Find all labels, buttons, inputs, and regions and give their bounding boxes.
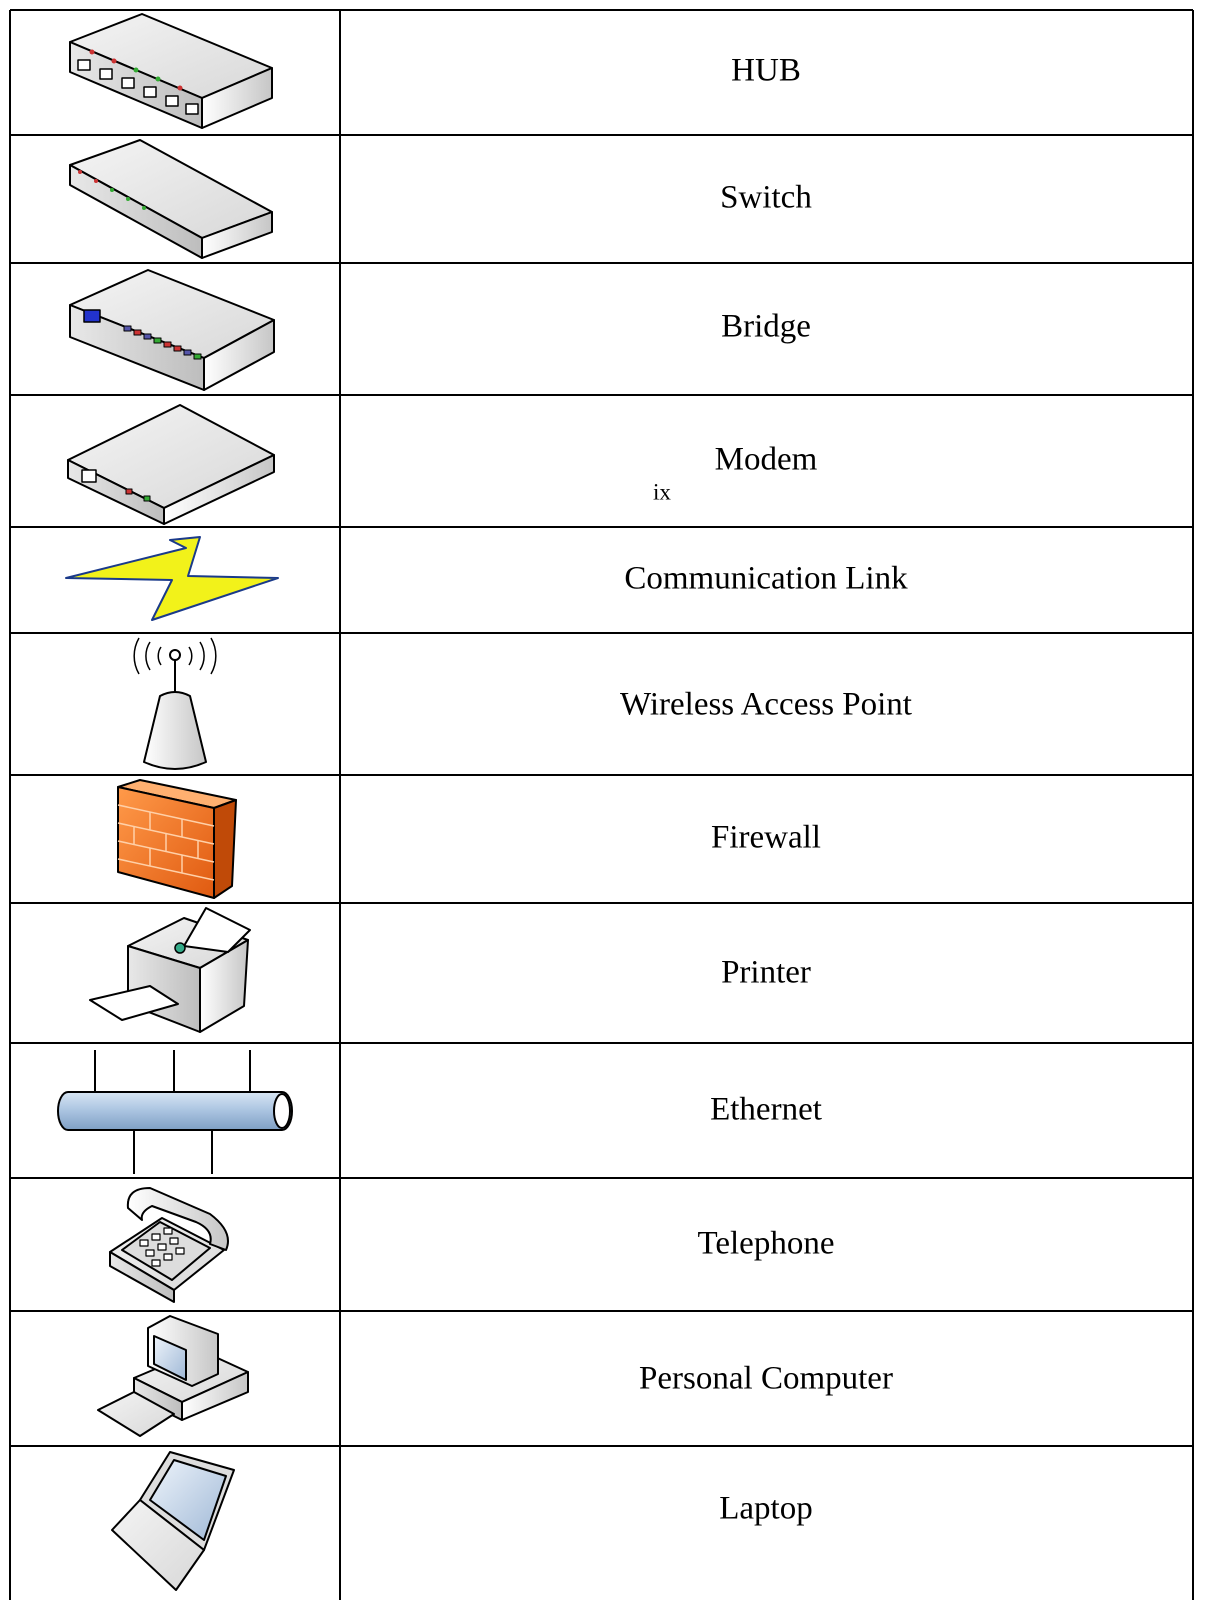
symbol-label: Bridge (721, 309, 811, 345)
symbol-label: Modem (715, 442, 818, 478)
icon-personal-computer (97, 1315, 249, 1437)
icon-wireless-ap (133, 637, 217, 770)
icon-firewall (117, 779, 237, 899)
table-grid (9, 9, 1194, 1600)
symbol-label: Ethernet (710, 1092, 822, 1128)
icon-communication-link (65, 536, 279, 621)
icon-printer (89, 907, 251, 1033)
symbol-label: Telephone (698, 1226, 835, 1262)
symbol-label: Wireless Access Point (620, 687, 912, 723)
icon-ethernet (57, 1050, 293, 1174)
icon-hub (69, 13, 273, 129)
symbol-label: Switch (720, 180, 812, 216)
icon-switch (69, 139, 273, 259)
page-number: ix (653, 479, 671, 504)
icon-modem (67, 404, 275, 525)
symbol-label: Firewall (711, 820, 821, 856)
symbol-label: Communication Link (624, 561, 908, 597)
icon-bridge (69, 269, 275, 391)
symbol-label: Personal Computer (639, 1361, 893, 1397)
symbol-label: Laptop (719, 1491, 812, 1527)
symbol-label: Printer (721, 955, 811, 991)
icon-telephone (109, 1187, 229, 1303)
icon-laptop (111, 1451, 235, 1591)
symbol-label: HUB (731, 53, 801, 89)
